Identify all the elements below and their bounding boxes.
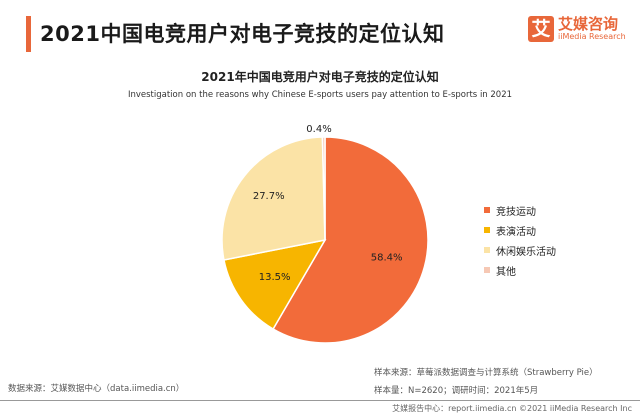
legend-item: 竞技运动 (484, 200, 556, 220)
data-source: 数据来源：艾媒数据中心（data.iimedia.cn） (8, 384, 185, 394)
data-label-2: 27.7% (253, 191, 285, 202)
footer-divider (0, 400, 640, 401)
legend-swatch (484, 227, 490, 233)
pie-slice-3 (321, 136, 326, 241)
data-label-3: 0.4% (306, 124, 331, 135)
iimedia-logo: 艾 艾媒咨询 iiMedia Research (528, 16, 626, 42)
chart-title: 2021年中国电竞用户对电子竞技的定位认知 (201, 70, 439, 84)
legend-item: 其他 (484, 260, 556, 280)
copyright: 艾媒报告中心：report.iimedia.cn ©2021 iiMedia R… (392, 404, 632, 413)
legend-swatch (484, 247, 490, 253)
data-label-0: 58.4% (371, 253, 403, 264)
legend-label: 表演活动 (496, 226, 536, 238)
chart-subtitle: Investigation on the reasons why Chinese… (127, 90, 513, 100)
pie-slice-0 (272, 136, 429, 344)
title-accent-bar (26, 16, 31, 52)
legend-item: 休闲娱乐活动 (484, 240, 556, 260)
pie-slice-2 (221, 136, 326, 261)
sample-source: 样本来源：草莓派数据调查与计算系统（Strawberry Pie） (374, 368, 598, 378)
sample-size: 样本量：N=2620；调研时间：2021年5月 (374, 386, 539, 396)
logo-mark: 艾 (528, 16, 554, 42)
legend-label: 休闲娱乐活动 (496, 246, 556, 258)
logo-cn: 艾媒咨询 (558, 15, 619, 33)
legend-label: 其他 (496, 266, 516, 278)
legend-item: 表演活动 (484, 220, 556, 240)
logo-en: iiMedia Research (558, 32, 626, 41)
legend-swatch (484, 207, 490, 213)
legend: 竞技运动表演活动休闲娱乐活动 其他 (484, 200, 556, 280)
pie-slice-1 (223, 238, 327, 331)
page-title: 2021中国电竞用户对电子竞技的定位认知 (40, 22, 445, 46)
legend-swatch (484, 267, 490, 273)
legend-label: 竞技运动 (496, 206, 536, 218)
data-label-1: 13.5% (259, 272, 291, 283)
